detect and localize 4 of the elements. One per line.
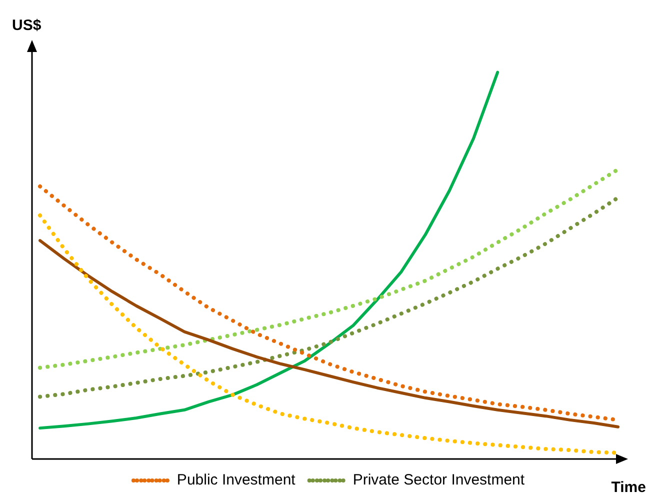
x-axis-title: Time [611,479,646,496]
legend-label: Public Investment [176,472,296,489]
y-axis-title: US$ [12,17,42,34]
legend-label: Private Sector Investment [352,472,526,489]
